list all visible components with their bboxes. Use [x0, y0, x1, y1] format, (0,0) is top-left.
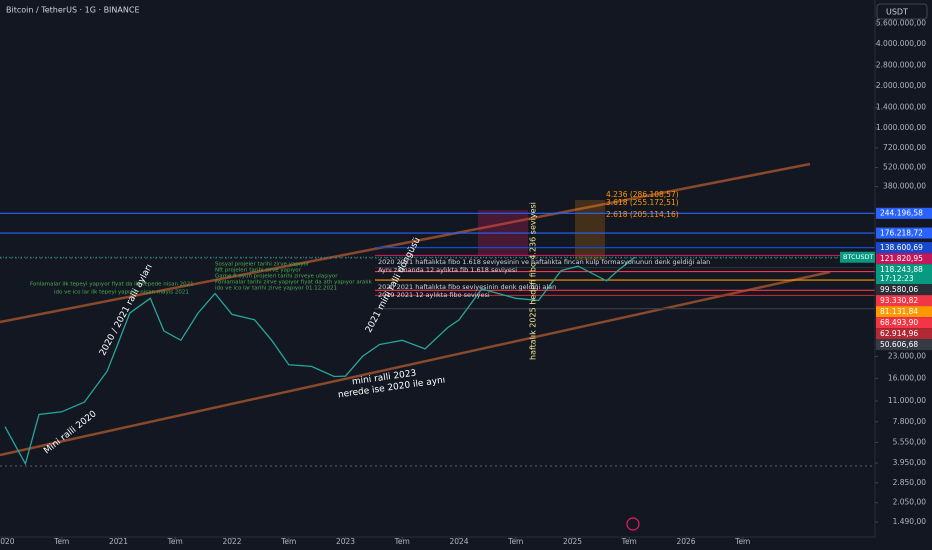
- x-tick-label: Tem: [734, 537, 750, 546]
- x-tick-label: 2022: [222, 537, 241, 546]
- plot: [0, 162, 875, 467]
- currency-button[interactable]: [876, 3, 928, 20]
- y-tick-label: 380.000,00: [883, 182, 926, 191]
- level-tag-label: 93.330,82: [880, 296, 918, 305]
- y-tick-label: 1.000.000,00: [876, 123, 926, 132]
- y-tick-label: 2.000.000,00: [876, 81, 926, 90]
- y-tick-label: 720.000,00: [883, 143, 926, 152]
- trend-channel-bottom: [0, 270, 831, 457]
- annotation: 3.618 (255.172,51): [606, 198, 679, 207]
- level-tag: [876, 207, 932, 219]
- level-tag-label: 244.196,58: [880, 209, 923, 218]
- level-tag-label: 121.820,95: [880, 254, 923, 263]
- annotation: Sosyal projeler tarihi zirve yapıyor: [215, 262, 310, 268]
- y-tick-label: 23.000,00: [888, 351, 926, 360]
- level-tag: [876, 317, 932, 329]
- annotation: Fonlamalar ilk tepeyi yapıyor fiyat da i…: [30, 282, 194, 288]
- x-tick-label: Tem: [507, 537, 523, 546]
- x-tick-label: Tem: [621, 537, 637, 546]
- level-tag: [876, 328, 932, 340]
- annotation: Fonlamalar tarihi zirve yapıyor fiyat da…: [215, 280, 372, 286]
- x-tick-label: 2023: [336, 537, 355, 546]
- trend-channel-top: [0, 162, 811, 324]
- fib-zone: [575, 200, 605, 260]
- chart-title: Bitcoin / TetherUS · 1G · BINANCE: [6, 6, 140, 15]
- symbol-tag-label: BTCUSDT: [843, 253, 873, 261]
- y-tick-label: 2.050,00: [893, 498, 927, 507]
- level-tag-label: 99.580,06: [880, 285, 918, 294]
- x-tick-label: Tem: [280, 537, 296, 546]
- x-tick-label: 2026: [676, 537, 695, 546]
- y-tick-label: 2.800.000,00: [876, 61, 926, 70]
- level-tag: [876, 306, 932, 318]
- symbol-tag: [840, 251, 875, 263]
- price-line: [4, 256, 636, 466]
- annotation: 2020 2021 haftalıkta fibo seviyesinin de…: [378, 283, 556, 291]
- currency-label: USDT: [886, 8, 908, 17]
- annotation: Game fi oyun projeleri tarihi zirveye ul…: [215, 274, 338, 280]
- y-tick-label: 1.400.000,00: [876, 103, 926, 112]
- y-tick-label: 3.950,00: [893, 458, 927, 467]
- annotation: ido ve ico lar tarihi zirve yapıyor 01.1…: [215, 286, 337, 292]
- x-tick-label: Tem: [53, 537, 69, 546]
- y-tick-label: 7.800,00: [893, 417, 927, 426]
- x-tick-label: 2025: [563, 537, 582, 546]
- level-tag-label: 118.243,88: [880, 265, 923, 274]
- level-tag-label: 138.600,69: [880, 243, 923, 252]
- annotation: ido ve ico lar ilk tepeyi yapıyor nisan …: [54, 290, 189, 296]
- last-price-time: 17:12:23: [880, 274, 914, 283]
- x-tick-label: 2024: [449, 537, 468, 546]
- annotation: haftalık 2025 hedefi fibo 4.236 seviyesi: [529, 202, 538, 360]
- annotation: Aynı zamanda 12 aylıkta fib 1.618 seviye…: [378, 266, 517, 274]
- y-tick-label: 5.600.000,00: [876, 19, 926, 28]
- annotation: 2019 2021 12 aylıkta fibo seviyesi: [378, 291, 490, 299]
- level-tag-label: 176.218,72: [880, 228, 923, 237]
- x-tick-label: 2020: [0, 537, 15, 546]
- y-tick-label: 16.000,00: [888, 373, 926, 382]
- level-tag: [876, 295, 932, 307]
- annotation: 2.618 (205.114,16): [606, 210, 679, 219]
- level-tag: [876, 253, 932, 265]
- level-tag: [876, 284, 932, 296]
- annotation: Nft projeleri tarihi zirve yapıyor: [215, 268, 302, 274]
- y-tick-label: 4.000.000,00: [876, 39, 926, 48]
- annotation: 2020 2021 haftalıkta fibo 1.618 seviyesi…: [378, 258, 710, 266]
- y-tick-label: 1.490,00: [893, 517, 927, 526]
- level-tag: [876, 339, 932, 351]
- x-tick-label: Tem: [167, 537, 183, 546]
- level-tag-label: 62.914,96: [880, 329, 918, 338]
- annotation: 4.236 (286.108,57): [606, 190, 679, 199]
- y-tick-label: 520.000,00: [883, 163, 926, 172]
- y-tick-label: 2.850,00: [893, 478, 927, 487]
- last-price-tag: [876, 264, 932, 285]
- level-tag-label: 68.493,90: [880, 318, 918, 327]
- x-tick-label: Tem: [394, 537, 410, 546]
- level-tag-label: 81.131,84: [880, 307, 918, 316]
- level-tag: [876, 227, 932, 239]
- level-tag: [876, 242, 932, 254]
- x-tick-label: 2021: [109, 537, 128, 546]
- y-tick-label: 11.000,00: [888, 396, 926, 405]
- y-tick-label: 5.550,00: [893, 437, 927, 446]
- event-icon[interactable]: [626, 517, 640, 531]
- level-tag-label: 50.606,68: [880, 340, 918, 349]
